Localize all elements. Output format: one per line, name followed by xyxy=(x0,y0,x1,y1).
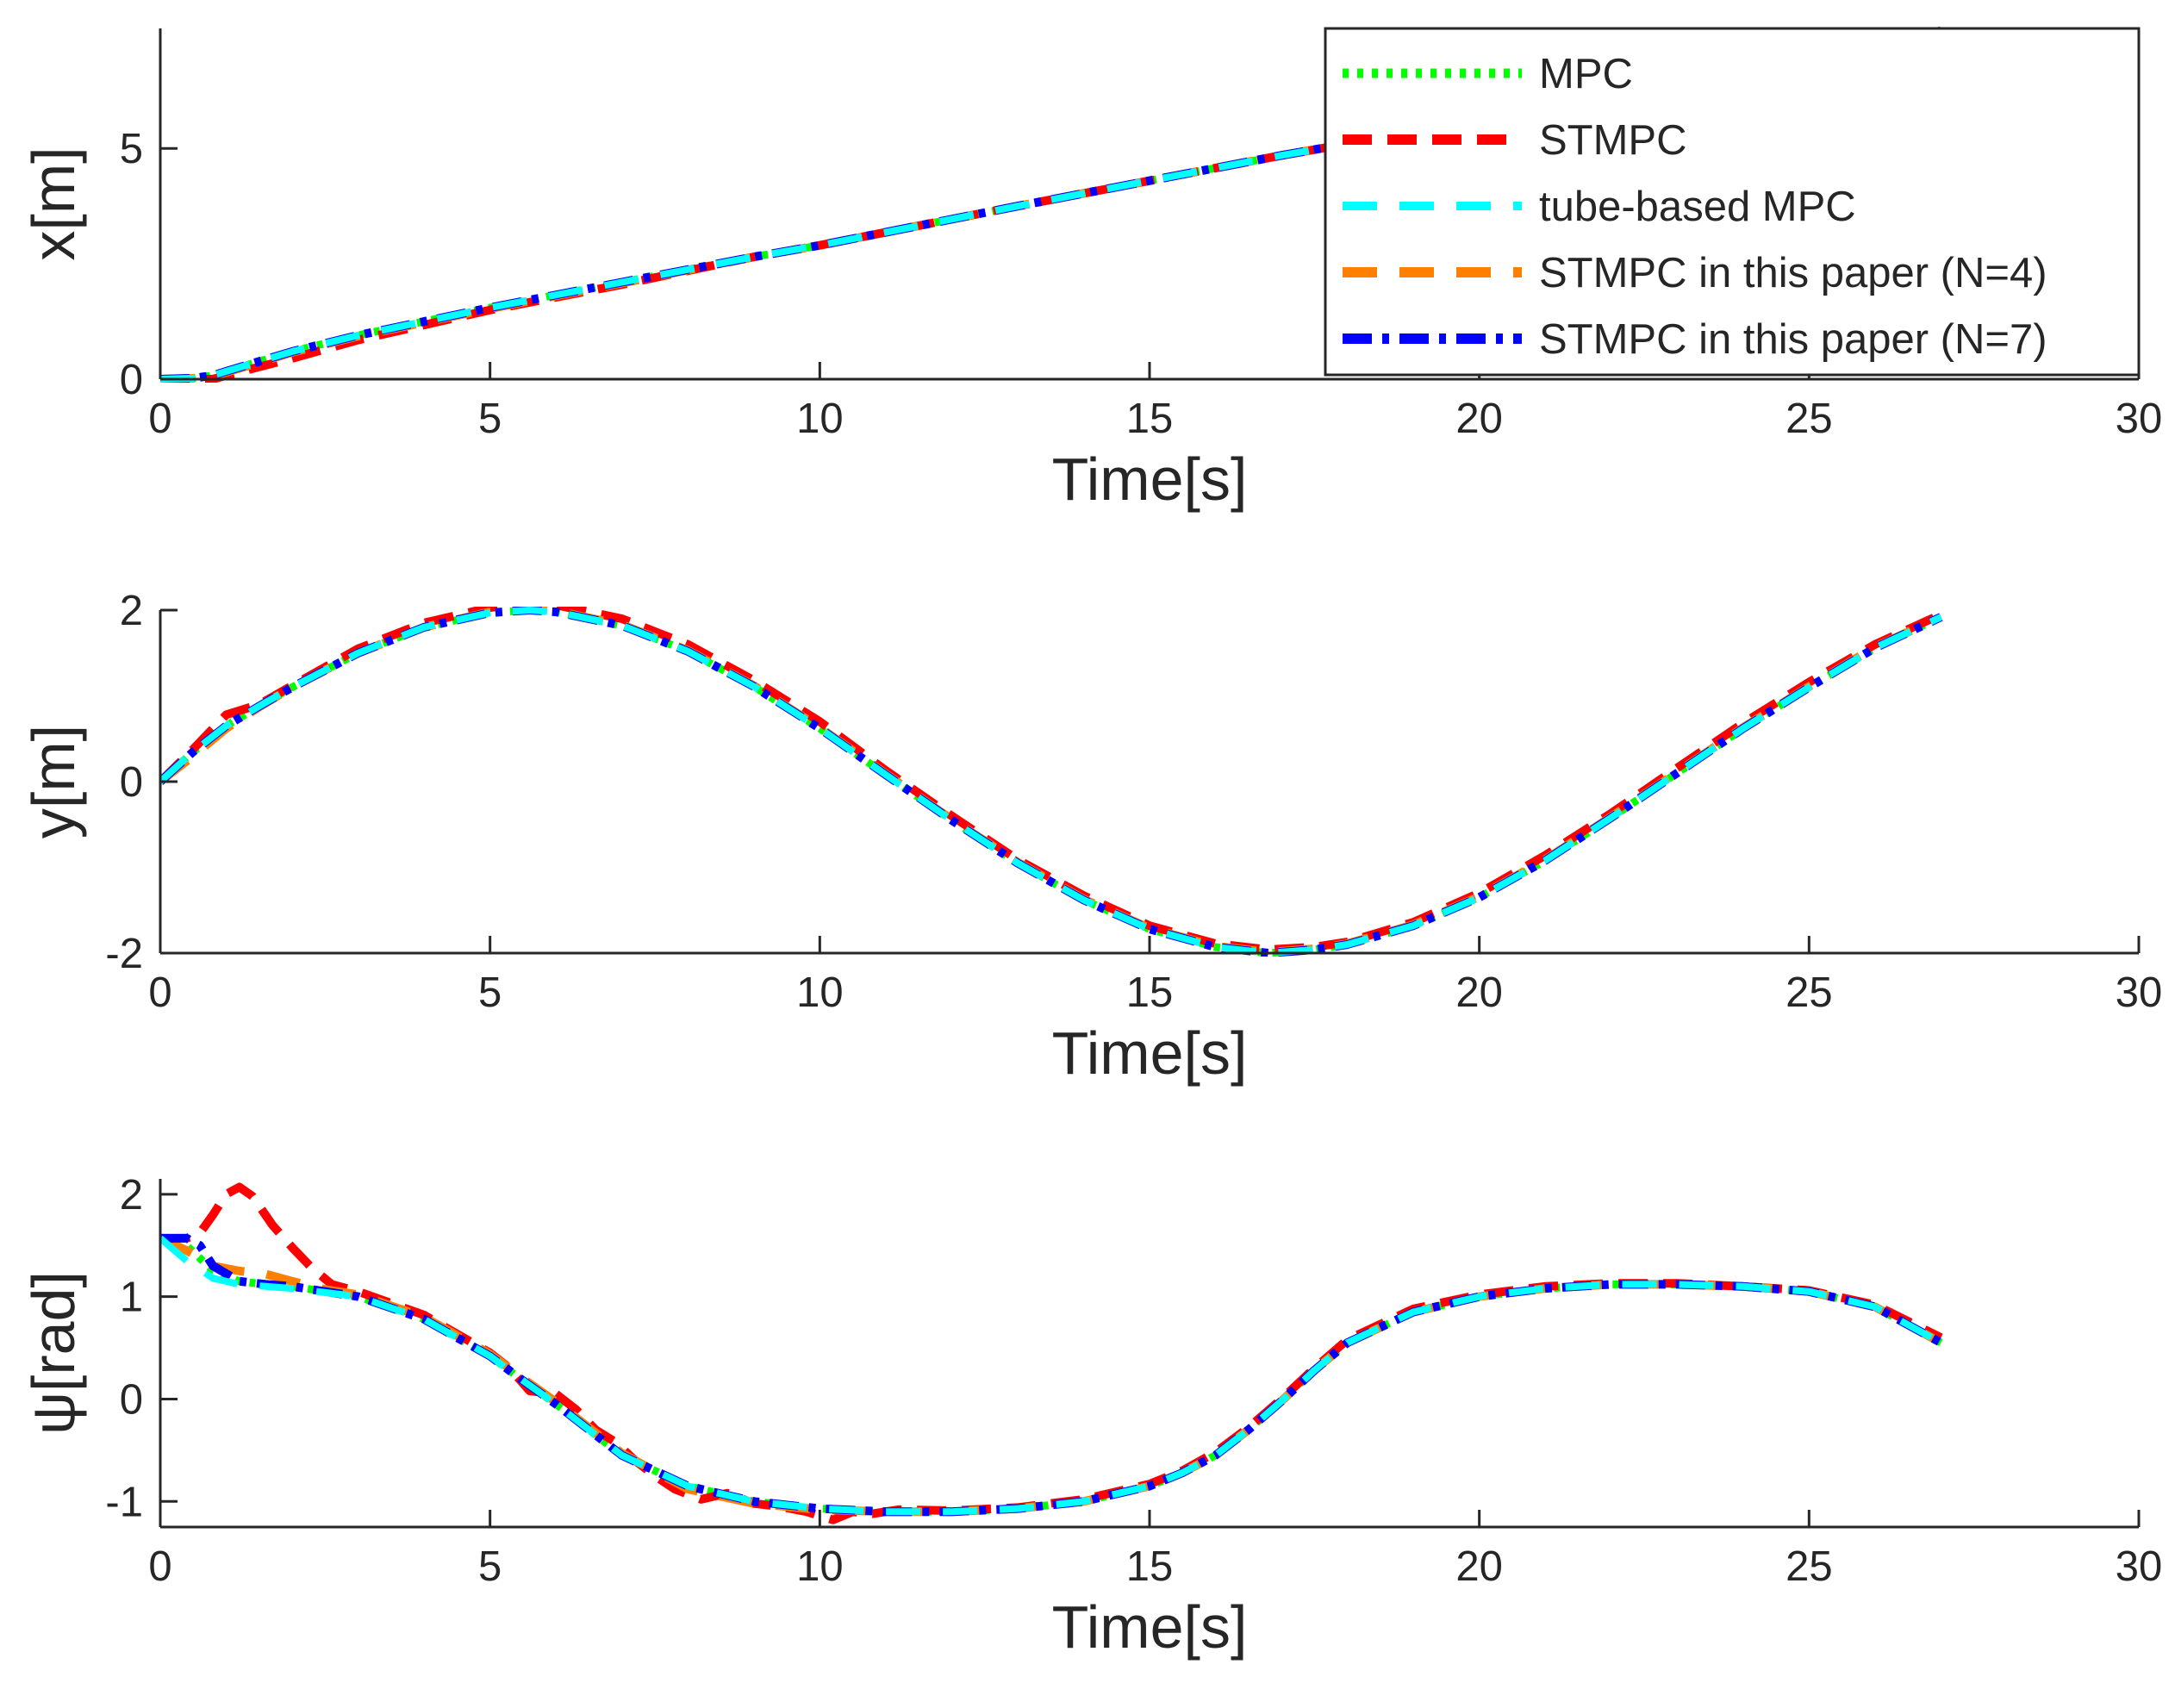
series-line-psi-tube xyxy=(160,1235,1943,1516)
series-line-psi-stmpc xyxy=(160,1182,1943,1524)
y-tick-label-y-0: -2 xyxy=(105,931,143,977)
x-tick-label-x-6: 30 xyxy=(2116,396,2163,442)
x-tick-label-y-3: 15 xyxy=(1126,969,1174,1016)
x-axis-label-y: Time[s] xyxy=(1052,1019,1248,1087)
x-tick-label-psi-1: 5 xyxy=(478,1543,502,1590)
series-line-y-n7 xyxy=(160,607,1943,957)
x-tick-label-psi-2: 10 xyxy=(796,1543,844,1590)
y-tick-label-x-0: 0 xyxy=(120,357,143,403)
series-group-psi xyxy=(160,1182,1943,1524)
x-tick-label-x-3: 15 xyxy=(1126,396,1174,442)
series-group-y xyxy=(160,607,1943,957)
series-line-y-mpc xyxy=(160,607,1943,957)
y-tick-label-psi-3: 2 xyxy=(120,1172,143,1219)
x-tick-label-psi-4: 20 xyxy=(1455,1543,1503,1590)
legend-label-mpc: MPC xyxy=(1539,51,1633,97)
x-tick-label-y-2: 10 xyxy=(796,969,844,1016)
legend: MPC STMPC tube-based MPC STMPC in this pape… xyxy=(1324,27,2141,377)
legend-label-n4: STMPC in this paper (N=4) xyxy=(1539,250,2047,296)
x-tick-label-y-6: 30 xyxy=(2116,969,2163,1016)
y-axis-label-y: y[m] xyxy=(20,725,87,838)
y-axis-label-x: x[m] xyxy=(20,146,87,260)
series-line-x-tube xyxy=(160,27,1942,383)
x-tick-label-psi-0: 0 xyxy=(148,1543,171,1590)
series-line-psi-n7 xyxy=(160,1233,1943,1517)
x-tick-label-y-5: 25 xyxy=(1785,969,1833,1016)
subplot-x: 0 5 10 15 20 25 30 0 5 Time[s] x[m] xyxy=(20,26,2163,513)
series-line-y-n4 xyxy=(160,607,1943,957)
legend-label-stmpc: STMPC xyxy=(1539,117,1687,164)
x-tick-label-y-4: 20 xyxy=(1455,969,1503,1016)
legend-label-tube: tube-based MPC xyxy=(1539,184,1856,230)
x-tick-label-psi-5: 25 xyxy=(1785,1543,1833,1590)
y-axis-label-psi: ψ[rad] xyxy=(20,1271,87,1435)
x-tick-label-x-4: 20 xyxy=(1455,396,1503,442)
x-tick-label-x-1: 5 xyxy=(478,396,502,442)
x-tick-label-psi-3: 15 xyxy=(1126,1543,1174,1590)
y-tick-label-psi-0: -1 xyxy=(105,1479,143,1525)
y-tick-label-y-1: 0 xyxy=(120,759,143,806)
legend-label-n7: STMPC in this paper (N=7) xyxy=(1539,316,2047,363)
y-tick-label-psi-1: 0 xyxy=(120,1376,143,1423)
y-tick-label-psi-2: 1 xyxy=(120,1275,143,1321)
x-tick-label-x-2: 10 xyxy=(796,396,844,442)
x-tick-label-psi-6: 30 xyxy=(2116,1543,2163,1590)
x-tick-label-y-1: 5 xyxy=(478,969,502,1016)
x-tick-label-y-0: 0 xyxy=(148,969,171,1016)
y-tick-label-y-2: 2 xyxy=(120,588,143,634)
x-axis-label-x: Time[s] xyxy=(1052,446,1248,513)
x-axis-label-psi: Time[s] xyxy=(1052,1593,1248,1661)
x-tick-label-x-5: 25 xyxy=(1785,396,1833,442)
series-line-y-tube xyxy=(160,607,1943,957)
x-tick-label-x-0: 0 xyxy=(148,396,171,442)
y-tick-label-x-1: 5 xyxy=(120,126,143,172)
